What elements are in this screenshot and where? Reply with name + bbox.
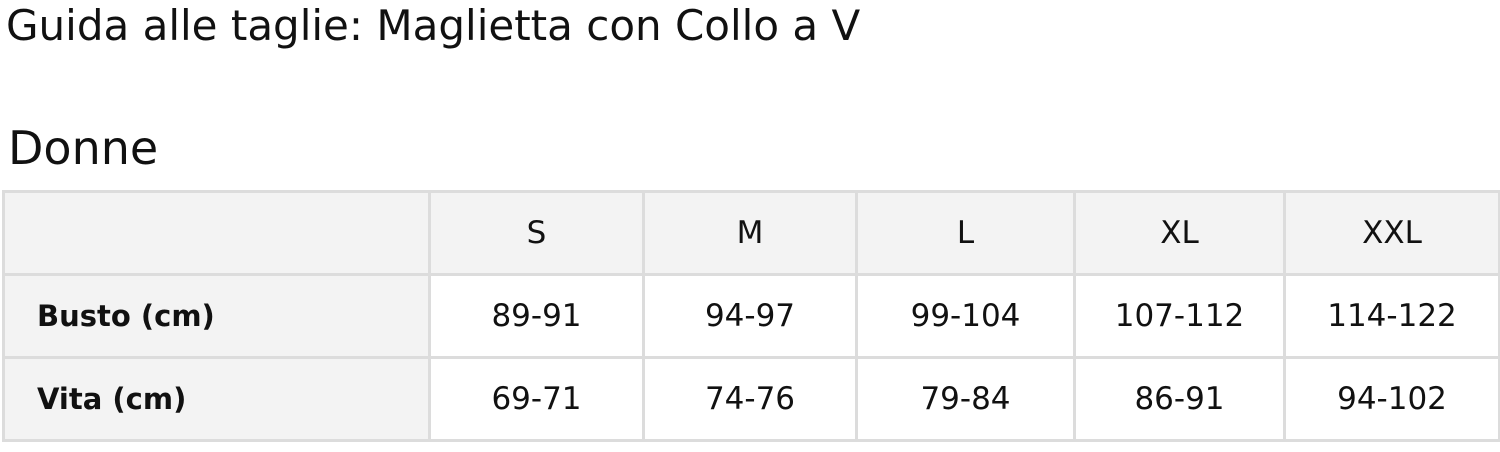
header-cell <box>2 190 431 276</box>
header-cell: XXL <box>1283 190 1500 276</box>
row-label: Busto (cm) <box>2 273 431 359</box>
table-cell: 99-104 <box>855 273 1076 359</box>
table-header-row: S M L XL XXL <box>2 190 1500 276</box>
table-row: Busto (cm) 89-91 94-97 99-104 107-112 11… <box>2 273 1500 359</box>
section-heading: Donne <box>8 121 159 175</box>
header-cell: M <box>642 190 858 276</box>
table-cell: 94-97 <box>642 273 858 359</box>
table-cell: 114-122 <box>1283 273 1500 359</box>
table-cell: 94-102 <box>1283 356 1500 442</box>
table-row: Vita (cm) 69-71 74-76 79-84 86-91 94-102 <box>2 356 1500 442</box>
table-cell: 107-112 <box>1073 273 1286 359</box>
table-cell: 69-71 <box>428 356 645 442</box>
table-cell: 89-91 <box>428 273 645 359</box>
row-label: Vita (cm) <box>2 356 431 442</box>
table-cell: 74-76 <box>642 356 858 442</box>
table-cell: 86-91 <box>1073 356 1286 442</box>
page-title: Guida alle taglie: Maglietta con Collo a… <box>6 1 861 50</box>
header-cell: L <box>855 190 1076 276</box>
header-cell: S <box>428 190 645 276</box>
size-table: S M L XL XXL Busto (cm) 89-91 94-97 99-1… <box>2 190 1500 442</box>
table-cell: 79-84 <box>855 356 1076 442</box>
header-cell: XL <box>1073 190 1286 276</box>
